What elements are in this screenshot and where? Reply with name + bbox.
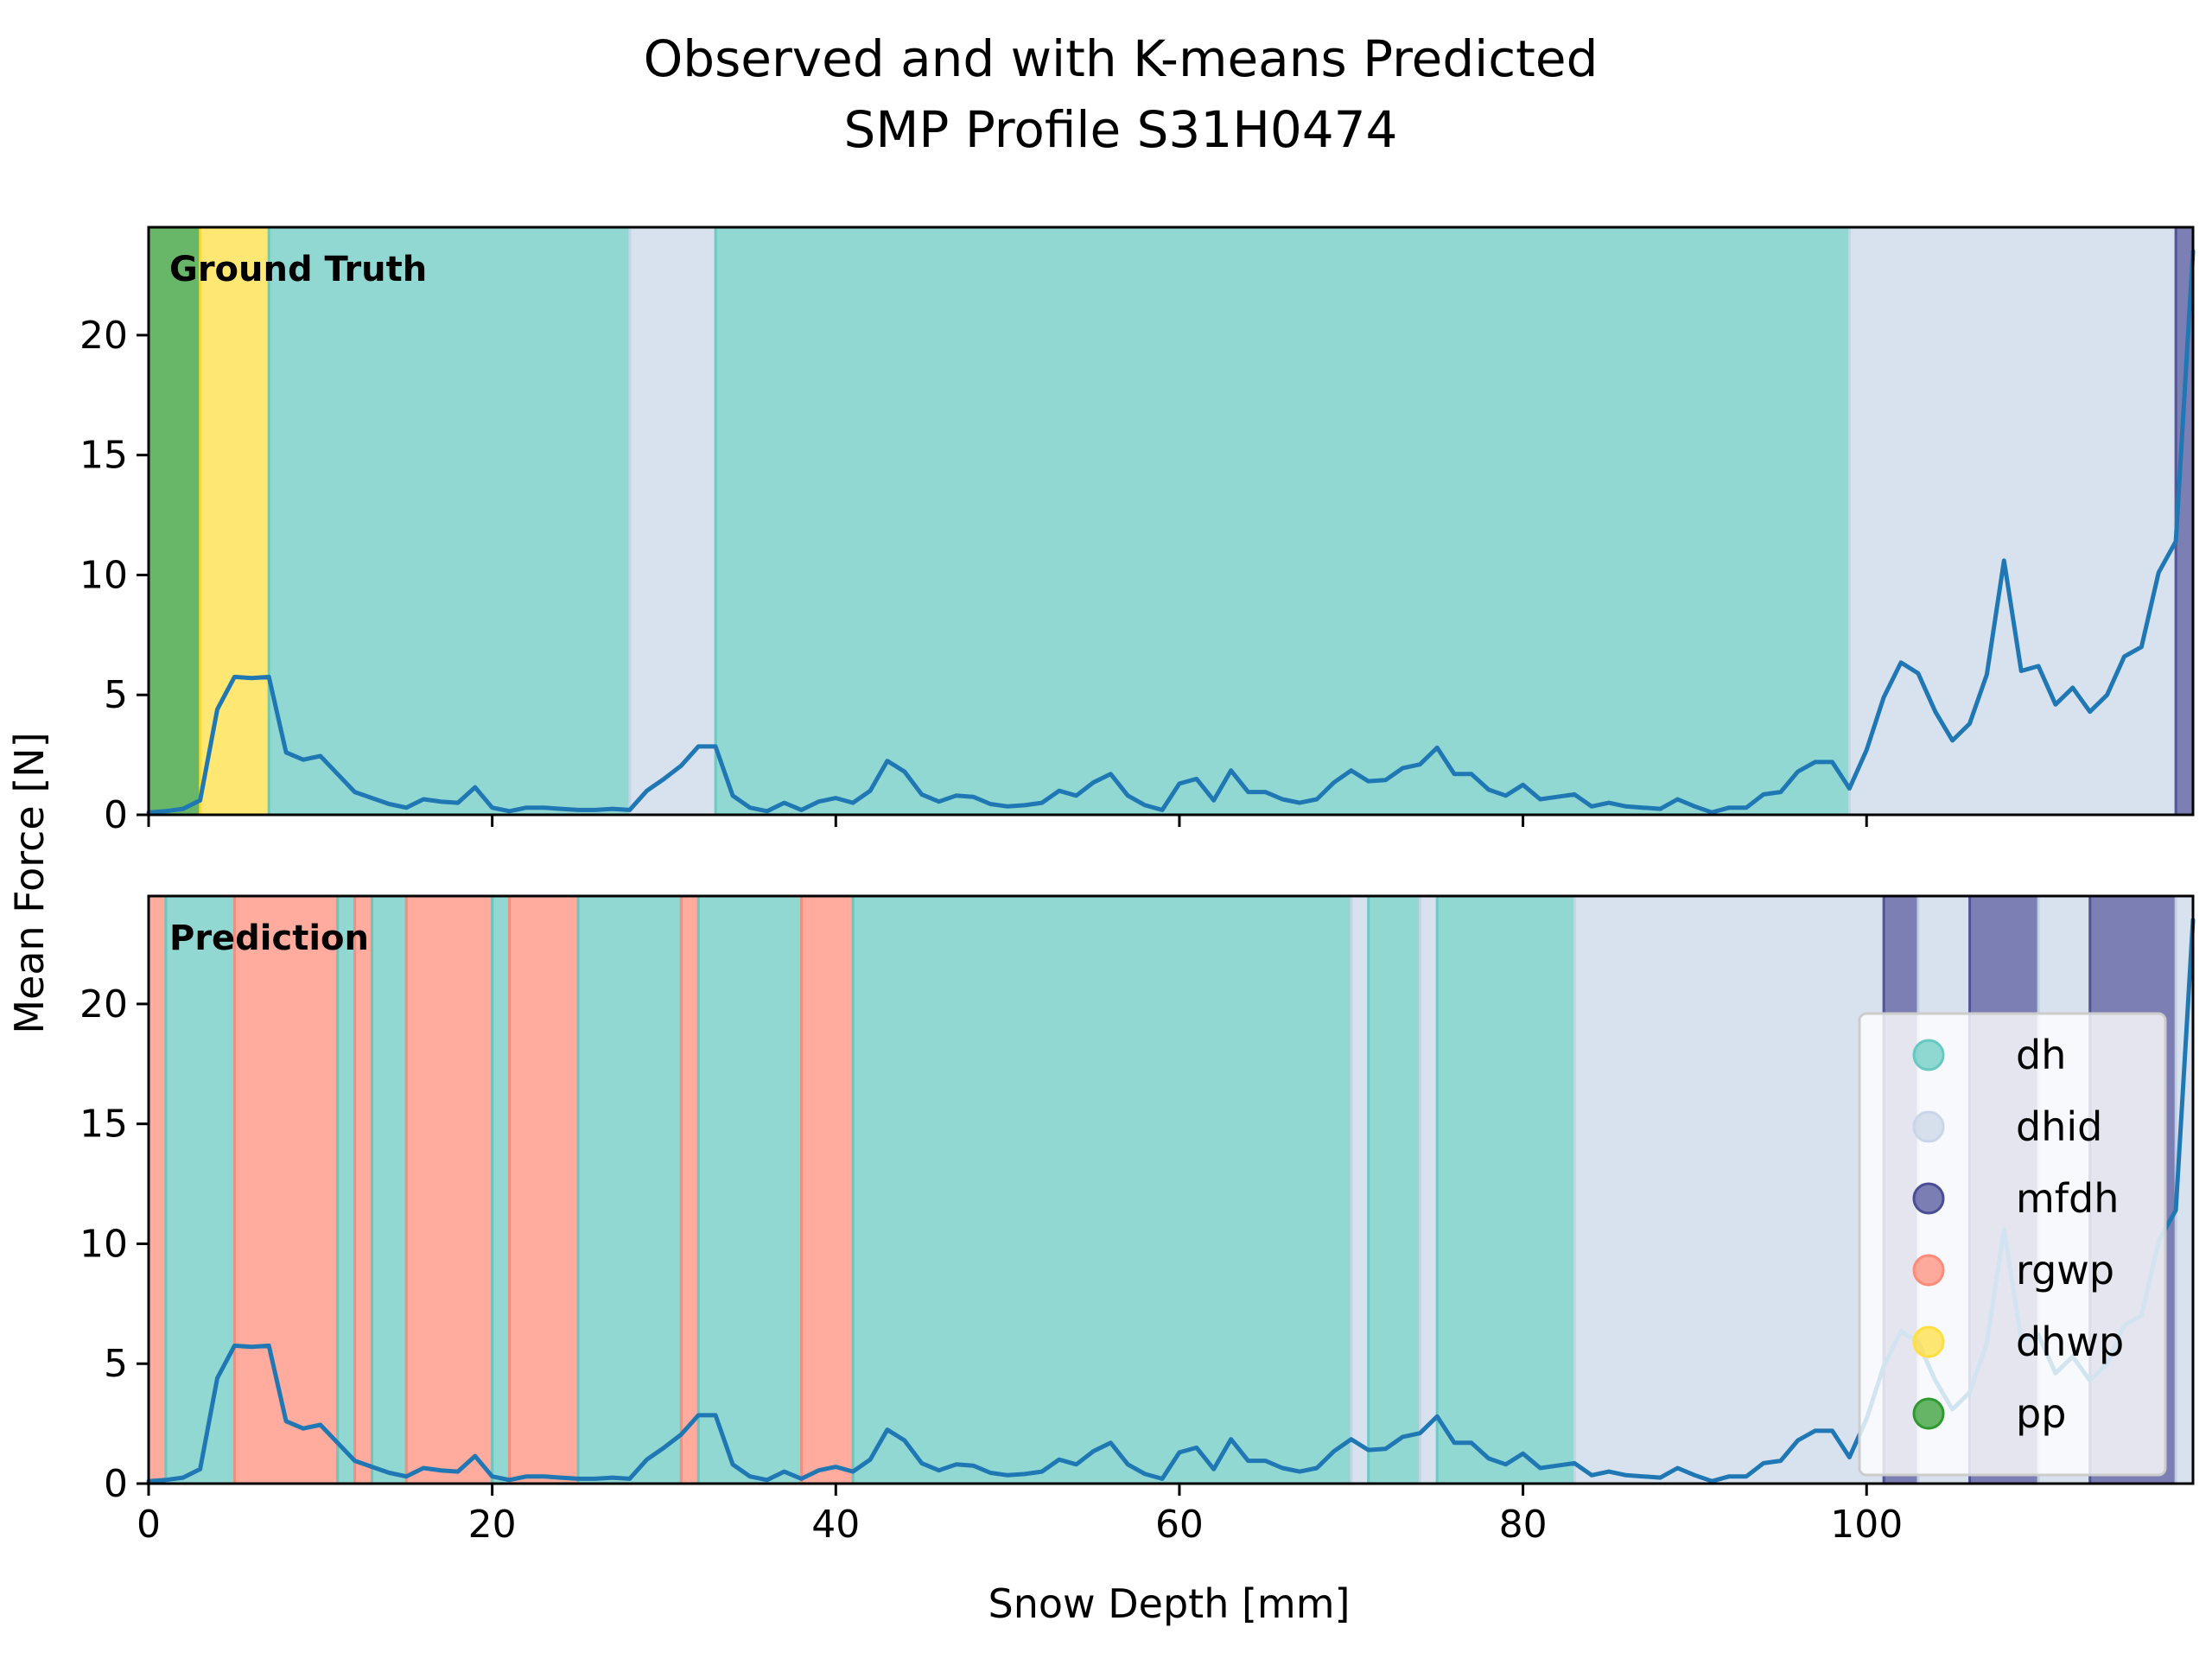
legend-label-dhid: dhid: [2016, 1103, 2102, 1150]
legend-marker-dhid: [1912, 1110, 1945, 1143]
y-tick-label: 5: [104, 673, 128, 717]
legend-marker-rgwp: [1912, 1254, 1945, 1287]
segment-rgwp: [404, 894, 494, 1485]
legend-marker-dhwp: [1912, 1325, 1945, 1358]
segment-rgwp: [147, 894, 168, 1485]
chart-legend: dh dhid mfdh rgwp dhwp pp: [1858, 1012, 2167, 1477]
chart-title-line2: SMP Profile S31H0474: [844, 100, 1398, 159]
panel-label: Prediction: [169, 918, 369, 958]
mean-force-line: [146, 249, 2196, 815]
legend-label-dh: dh: [2016, 1032, 2066, 1078]
axes-frame: [147, 894, 2195, 1485]
segment-dh: [267, 226, 632, 817]
segment-rgwp: [679, 894, 700, 1485]
x-tick-label: 100: [1830, 1503, 1903, 1547]
legend-marker-mfdh: [1912, 1182, 1945, 1215]
segment-dhid: [1573, 894, 1885, 1485]
mean-force-line: [146, 918, 2196, 1484]
legend-marker-pp: [1912, 1397, 1945, 1430]
x-tick-label: 60: [1155, 1503, 1204, 1547]
segment-dh: [1367, 894, 1421, 1485]
legend-label-dhwp: dhwp: [2016, 1319, 2124, 1365]
segment-dh: [491, 894, 512, 1485]
x-tick-label: 20: [468, 1503, 517, 1547]
segment-dh: [164, 894, 236, 1485]
segment-rgwp: [800, 894, 855, 1485]
legend-label-rgwp: rgwp: [2016, 1247, 2114, 1294]
segment-dhid: [1847, 226, 2177, 817]
segment-dhwp: [199, 226, 270, 817]
y-tick-label: 20: [79, 314, 128, 358]
legend-marker-dh: [1912, 1039, 1945, 1071]
y-axis-label: Mean Force [N]: [6, 732, 53, 1033]
segment-rgwp: [353, 894, 373, 1485]
legend-label-mfdh: mfdh: [2016, 1175, 2119, 1222]
y-tick-label: 15: [79, 434, 128, 478]
panel-label: Ground Truth: [169, 250, 427, 289]
segment-pp: [147, 226, 202, 817]
y-tick-label: 5: [104, 1342, 128, 1386]
y-tick-label: 0: [104, 793, 128, 837]
segment-dh: [370, 894, 408, 1485]
legend-box: [1858, 1012, 2167, 1477]
segment-rgwp: [508, 894, 580, 1485]
ground-truth-panel: 0 5 10 15 20 Ground Truth: [79, 226, 2196, 837]
y-tick-label: 20: [79, 982, 128, 1027]
y-tick-label: 15: [79, 1103, 128, 1147]
x-tick-label: 40: [811, 1503, 860, 1547]
segment-dhid: [628, 226, 717, 817]
segment-dh: [1435, 894, 1576, 1485]
axes-frame: [147, 226, 2195, 817]
legend-label-pp: pp: [2016, 1390, 2066, 1437]
x-tick-label: 80: [1499, 1503, 1548, 1547]
segment-dhid: [1350, 894, 1370, 1485]
y-tick-label: 10: [79, 1222, 128, 1266]
x-tick-label: 0: [137, 1503, 161, 1547]
x-axis-label: Snow Depth [mm]: [988, 1580, 1351, 1627]
segment-dh: [714, 226, 1851, 817]
chart-title-line1: Observed and with K-means Predicted: [644, 29, 1599, 88]
segment-dhid: [1418, 894, 1439, 1485]
segment-dh: [696, 894, 804, 1485]
segment-dh: [576, 894, 683, 1485]
segment-dh: [336, 894, 357, 1485]
segment-rgwp: [232, 894, 340, 1485]
segment-dh: [851, 894, 1353, 1485]
y-tick-label: 10: [79, 553, 128, 597]
y-tick-label: 0: [104, 1462, 128, 1506]
